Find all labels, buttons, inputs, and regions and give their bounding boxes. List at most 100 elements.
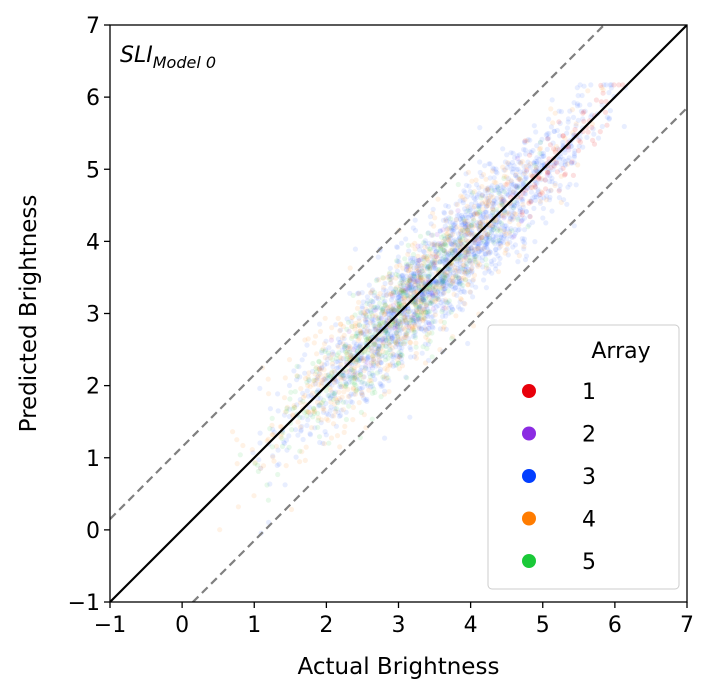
data-point-array-2 [476,238,482,244]
data-point-array-3 [540,150,547,156]
data-point-array-3 [496,219,503,225]
data-point-array-3 [505,191,511,198]
data-point-array-3 [509,159,516,166]
data-point-array-3 [416,323,422,329]
data-point-array-3 [523,168,530,175]
data-point-array-3 [372,376,378,382]
data-point-array-3 [346,379,352,385]
data-point-array-3 [482,163,488,169]
data-point-array-3 [348,367,354,373]
data-point-array-3 [395,353,401,359]
data-point-array-3 [337,358,343,364]
data-point-array-3 [386,341,392,347]
data-point-array-3 [370,299,376,305]
data-point-array-4 [505,160,511,166]
data-point-array-3 [479,258,485,264]
data-point-array-3 [462,289,468,295]
data-point-array-3 [479,235,485,241]
data-point-array-3 [380,287,387,293]
data-point-array-3 [505,209,511,215]
data-point-array-3 [440,302,446,308]
data-point-array-3 [571,223,577,229]
data-point-array-3 [514,174,520,180]
data-point-array-3 [491,175,497,181]
data-point-array-3 [316,365,322,371]
data-point-array-3 [444,252,451,258]
data-point-array-3 [479,254,486,260]
data-point-array-3 [498,232,504,238]
data-point-array-5 [399,290,405,296]
data-point-array-3 [399,326,405,332]
data-point-array-4 [453,313,459,319]
data-point-array-3 [420,248,426,254]
data-point-array-3 [448,248,455,254]
data-point-array-3 [402,290,409,296]
data-point-array-3 [577,82,583,88]
data-point-array-3 [418,243,424,249]
data-point-array-5 [279,435,285,441]
data-point-array-4 [480,245,486,252]
data-point-array-3 [568,160,575,166]
data-point-array-3 [383,310,389,316]
data-point-array-3 [392,344,399,350]
data-point-array-3 [557,187,563,193]
data-point-array-5 [269,444,275,450]
data-point-array-5 [435,246,441,252]
data-point-array-3 [420,297,426,303]
data-point-array-3 [352,369,358,375]
data-point-array-2 [417,257,423,263]
data-point-array-3 [422,253,428,259]
data-point-array-3 [504,164,510,171]
data-point-array-3 [473,210,479,216]
data-point-array-3 [444,273,450,279]
data-point-array-3 [485,189,491,195]
data-point-array-3 [394,290,400,296]
data-point-array-5 [342,343,348,349]
data-point-array-3 [421,294,427,300]
data-point-array-3 [470,278,476,284]
data-point-array-3 [392,319,398,325]
data-point-array-3 [522,176,528,182]
data-point-array-3 [417,273,423,279]
data-point-array-3 [511,186,518,192]
data-point-array-1 [545,170,551,176]
data-point-array-5 [360,323,366,329]
data-point-array-3 [564,130,570,136]
data-point-array-3 [537,140,544,146]
data-point-array-3 [417,304,423,310]
data-point-array-5 [402,256,408,262]
data-point-array-3 [487,249,493,255]
data-point-array-3 [501,209,507,215]
data-point-array-3 [441,286,447,292]
data-point-array-5 [447,252,453,258]
data-point-array-5 [483,256,489,262]
data-point-array-3 [457,235,463,241]
data-point-array-3 [314,377,320,383]
data-point-array-3 [395,341,401,348]
data-point-array-3 [511,203,517,209]
data-point-array-3 [443,255,449,261]
data-point-array-3 [412,329,418,335]
data-point-array-3 [359,310,365,316]
data-point-array-3 [404,263,410,269]
data-point-array-3 [394,320,400,326]
data-point-array-3 [534,159,540,165]
data-point-array-1 [524,167,530,173]
data-point-array-3 [364,308,370,314]
data-point-array-3 [378,353,384,359]
data-point-array-3 [440,282,446,288]
data-point-array-3 [398,240,405,246]
data-point-array-5 [461,216,467,222]
data-point-array-3 [462,221,468,227]
data-point-array-3 [552,160,558,166]
data-point-array-3 [415,269,421,275]
data-point-array-3 [535,166,542,172]
data-point-array-3 [465,246,471,252]
data-point-array-3 [304,388,310,394]
data-point-array-5 [478,195,484,201]
data-point-array-5 [288,389,294,395]
data-point-array-5 [429,330,435,336]
data-point-array-3 [274,462,280,468]
data-point-array-3 [399,318,405,324]
data-point-array-3 [507,233,513,239]
